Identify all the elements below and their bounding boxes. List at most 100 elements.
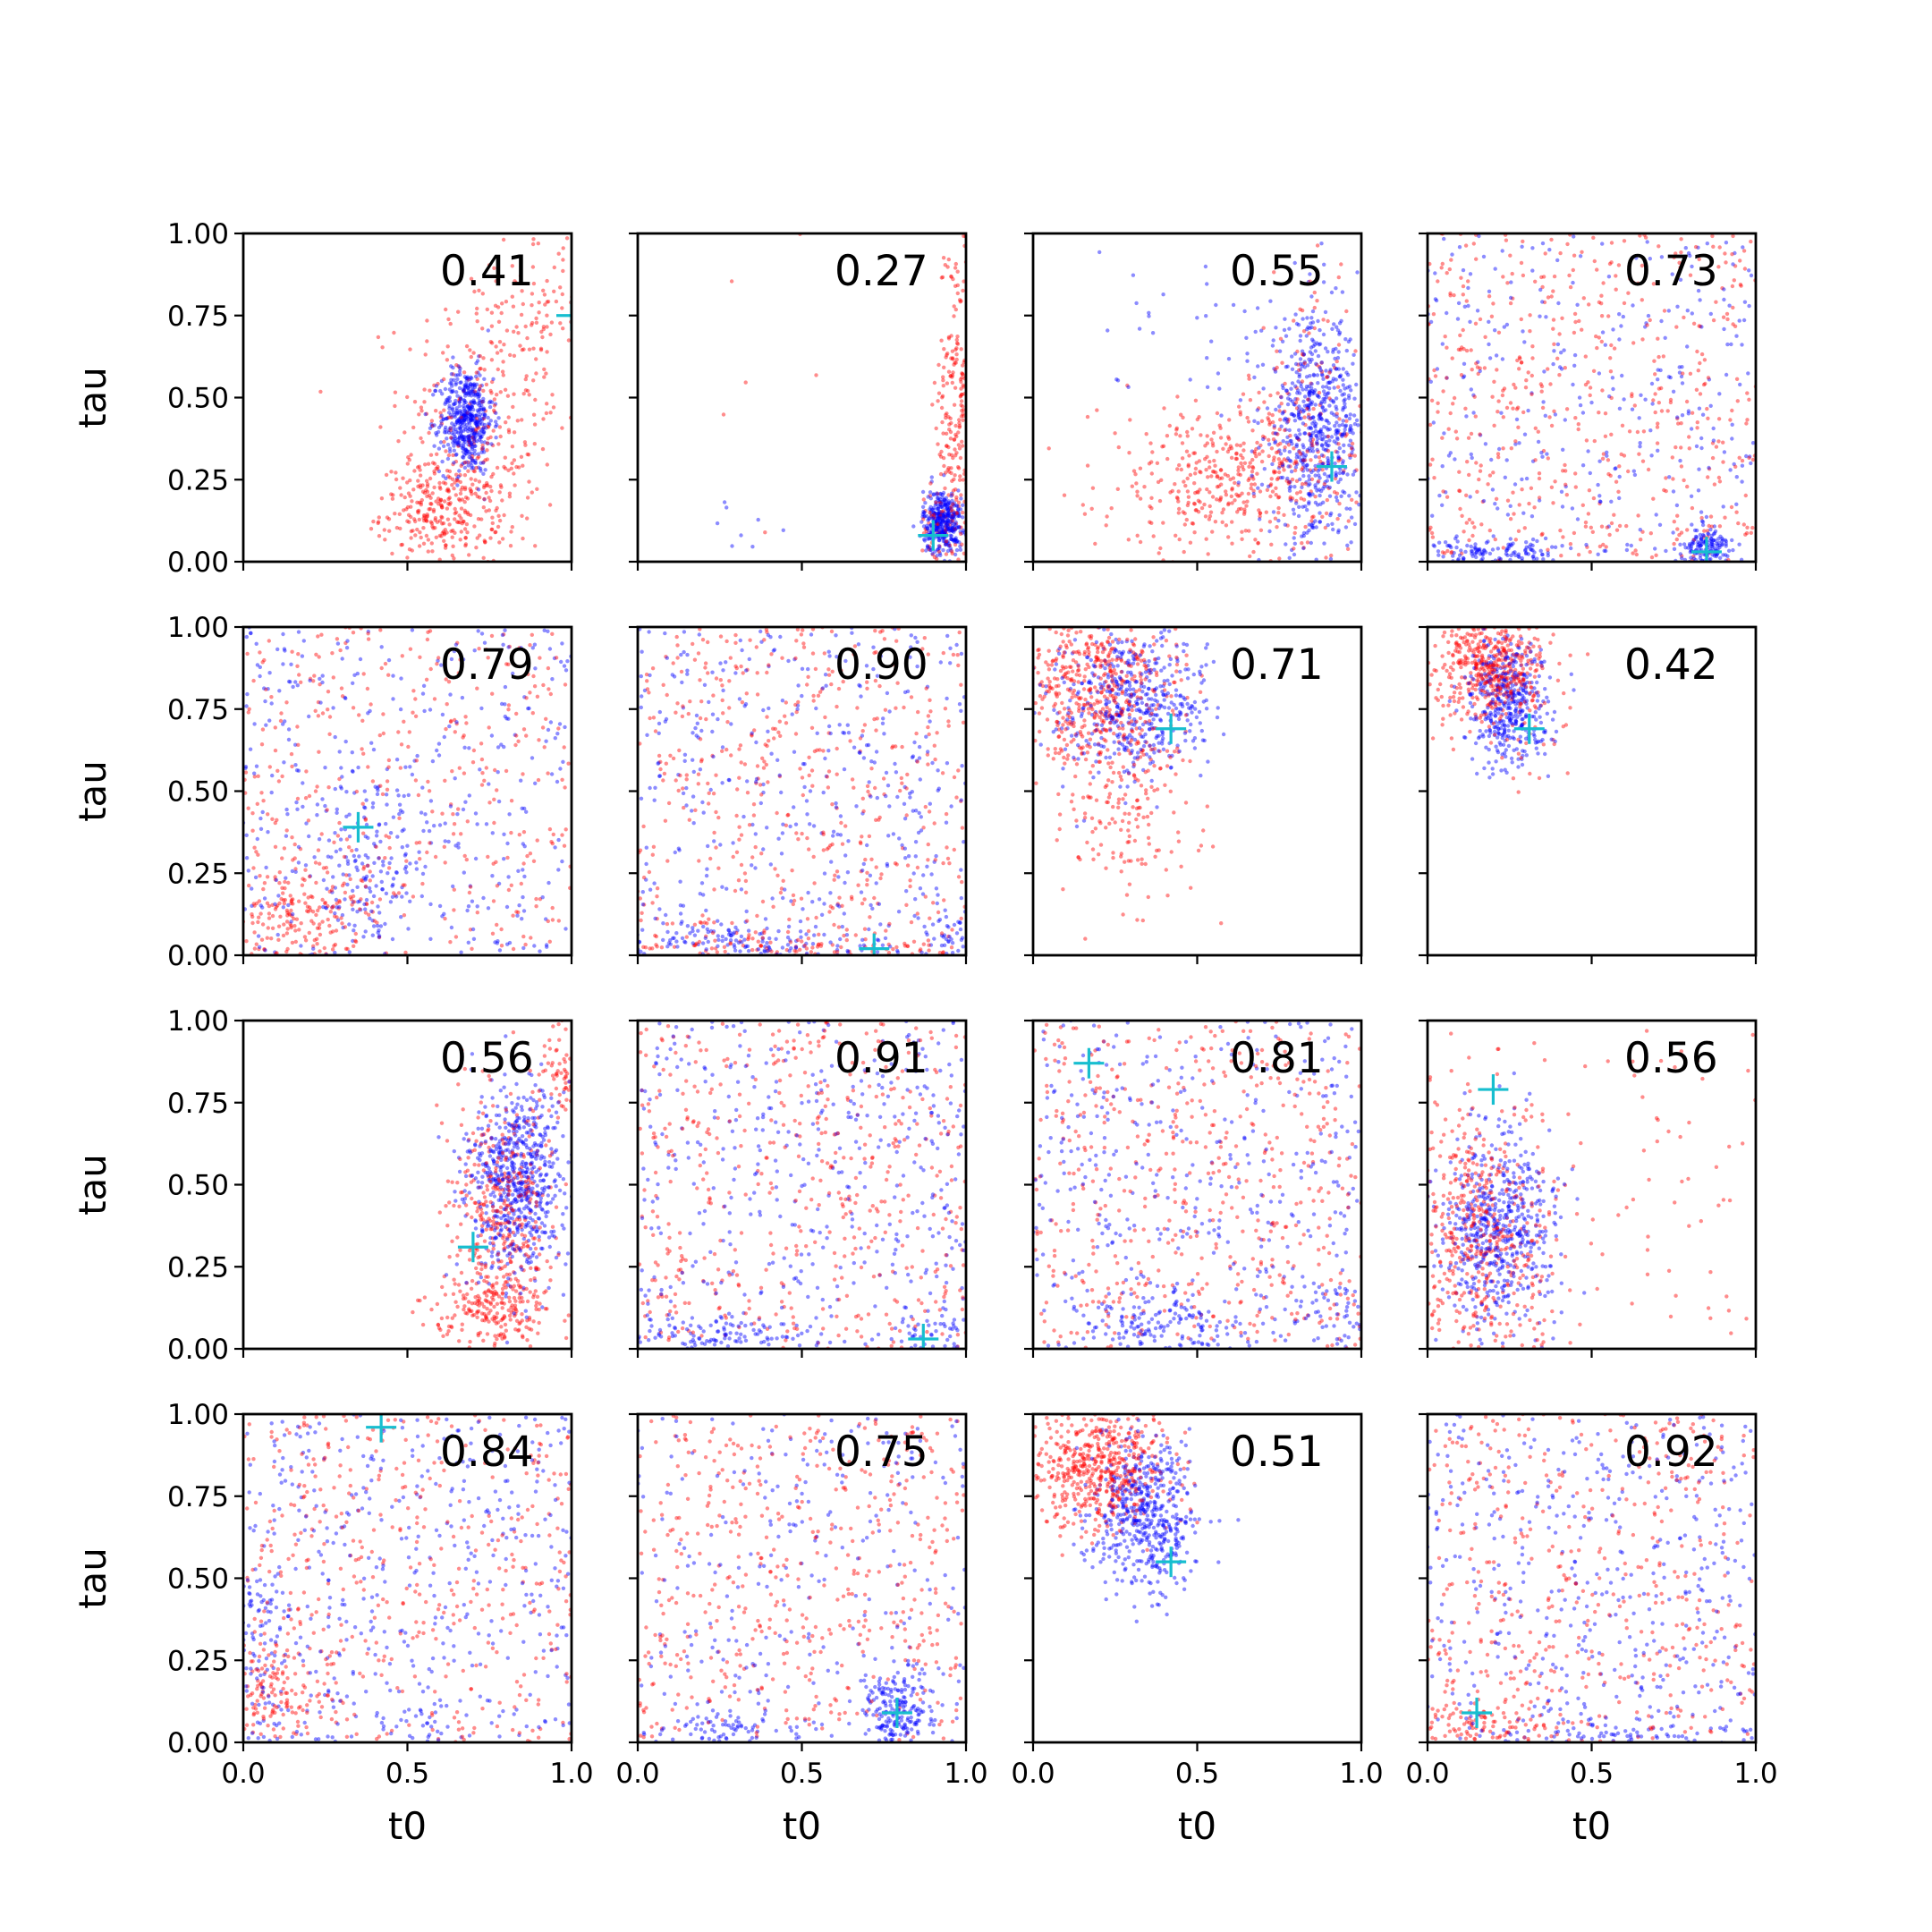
scatter-point-blue <box>1597 499 1603 504</box>
scatter-point-red <box>934 500 938 504</box>
scatter-point-red <box>556 251 561 256</box>
scatter-point-red <box>1185 429 1190 435</box>
scatter-point-blue <box>552 656 557 661</box>
scatter-point-red <box>1238 412 1243 417</box>
scatter-point-blue <box>1316 469 1320 473</box>
scatter-point-red <box>1577 318 1581 324</box>
scatter-point-red <box>927 547 931 552</box>
scatter-point-blue <box>1327 380 1332 385</box>
scatter-point-blue <box>958 507 963 512</box>
scatter-point-blue <box>1713 546 1717 551</box>
scatter-point-blue <box>1331 400 1336 404</box>
scatter-point-blue <box>358 657 363 662</box>
scatter-point-blue <box>335 810 339 815</box>
scatter-point-red <box>1540 531 1545 536</box>
scatter-point-blue <box>1318 342 1323 346</box>
scatter-point-blue <box>480 427 485 431</box>
scatter-point-red <box>544 371 548 376</box>
scatter-point-red <box>435 662 439 666</box>
scatter-point-red <box>1626 291 1631 295</box>
scatter-point-blue <box>496 745 501 750</box>
scatter-point-blue <box>1245 352 1250 356</box>
scatter-point-blue <box>487 400 492 405</box>
scatter-point-red <box>1217 476 1222 481</box>
scatter-point-blue <box>502 857 506 861</box>
scatter-point-red <box>259 791 264 795</box>
scatter-point-blue <box>1341 419 1345 423</box>
scatter-point-blue <box>1542 369 1546 374</box>
scatter-point-red <box>516 331 521 335</box>
scatter-point-blue <box>1729 342 1733 347</box>
scatter-point-red <box>1248 461 1252 465</box>
scatter-point-blue <box>467 793 471 798</box>
scatter-point-red <box>1573 471 1578 476</box>
scatter-point-blue <box>370 919 375 923</box>
scatter-point-red <box>948 429 953 435</box>
scatter-point-red <box>465 411 470 415</box>
scatter-point-red <box>953 521 959 526</box>
scatter-point-blue <box>262 686 267 691</box>
scatter-point-blue <box>1737 318 1741 323</box>
scatter-point-blue <box>1301 533 1307 538</box>
scatter-point-red <box>940 275 945 280</box>
scatter-point-red <box>1478 317 1483 322</box>
true-value-marker <box>1316 451 1347 482</box>
scatter-point-blue <box>1299 458 1303 463</box>
scatter-point-red <box>1429 530 1435 536</box>
scatter-point-red <box>1230 520 1234 524</box>
scatter-point-blue <box>1494 353 1499 358</box>
scatter-point-blue <box>1614 466 1618 470</box>
scatter-point-blue <box>1711 531 1716 537</box>
scatter-point-red <box>343 890 348 895</box>
scatter-point-blue <box>1314 421 1318 427</box>
scatter-point-red <box>437 499 443 504</box>
scatter-point-blue <box>1724 241 1729 245</box>
scatter-point-blue <box>458 422 463 427</box>
scatter-point-red <box>1219 468 1224 472</box>
scatter-point-blue <box>1331 377 1336 381</box>
scatter-point-red <box>1717 479 1723 484</box>
scatter-point-red <box>1509 446 1514 451</box>
scatter-point-red <box>550 905 555 911</box>
scatter-point-red <box>1464 521 1470 525</box>
scatter-point-blue <box>1296 323 1301 327</box>
scatter-point-red <box>1318 402 1322 407</box>
scatter-point-blue <box>357 899 362 903</box>
scatter-point-red <box>1325 497 1330 503</box>
scatter-point-blue <box>1698 556 1703 561</box>
scatter-point-blue <box>1326 350 1330 354</box>
scatter-point-red <box>1213 463 1217 468</box>
scatter-point-blue <box>370 874 375 878</box>
scatter-point-blue <box>1297 504 1301 509</box>
scatter-point-blue <box>1448 451 1453 455</box>
scatter-point-red <box>482 538 487 543</box>
scatter-point-blue <box>481 399 486 404</box>
scatter-point-blue <box>944 523 949 528</box>
scatter-point-red <box>490 691 495 696</box>
scatter-point-red <box>1350 441 1355 446</box>
scatter-point-blue <box>943 521 947 525</box>
scatter-point-red <box>530 242 536 247</box>
scatter-point-red <box>927 521 931 525</box>
scatter-point-red <box>1745 525 1750 530</box>
scatter-point-blue <box>1709 542 1714 547</box>
scatter-point-red <box>1695 349 1699 354</box>
scatter-point-blue <box>478 393 482 397</box>
scatter-point-red <box>944 514 948 520</box>
scatter-point-blue <box>398 707 403 712</box>
scatter-point-red <box>398 526 402 531</box>
scatter-point-red <box>1447 267 1453 272</box>
scatter-point-blue <box>454 720 459 724</box>
scatter-point-red <box>1467 538 1471 543</box>
scatter-point-red <box>438 415 443 419</box>
scatter-point-red <box>513 742 518 748</box>
scatter-point-red <box>402 719 406 724</box>
scatter-point-red <box>942 463 946 469</box>
scatter-point-blue <box>1474 551 1479 555</box>
scatter-point-red <box>1695 420 1700 425</box>
scatter-point-red <box>376 335 381 340</box>
scatter-point-red <box>447 496 452 500</box>
scatter-point-blue <box>456 430 461 435</box>
scatter-point-blue <box>447 724 452 729</box>
scatter-point-blue <box>1522 432 1528 436</box>
